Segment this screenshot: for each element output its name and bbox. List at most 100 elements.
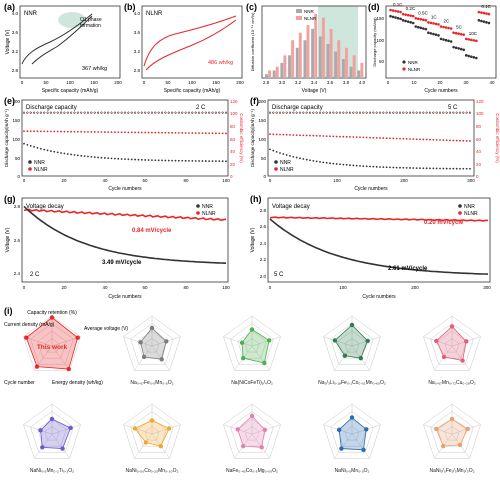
point-nlnr-capacity	[130, 131, 133, 134]
radar-point	[262, 360, 267, 366]
point-nlnr-capacity	[322, 135, 325, 137]
radar-spoke	[123, 424, 153, 435]
point-nnr-ce	[445, 111, 448, 114]
point-nnr-capacity	[97, 156, 99, 159]
point-nnr	[422, 27, 425, 30]
point-nnr-capacity	[26, 143, 29, 146]
point-nnr-capacity	[66, 153, 69, 155]
radar-point	[249, 327, 255, 332]
point-nnr-capacity	[419, 167, 421, 170]
radar-point	[164, 339, 169, 344]
point-nnr-capacity	[39, 147, 42, 150]
point-nlnr-capacity	[211, 132, 214, 135]
panel-h-series	[269, 216, 489, 275]
point-nnr-capacity	[211, 160, 214, 163]
panel-f-ylabel: Discharge capacity(mAh g⁻¹)	[250, 109, 255, 167]
point-nnr-ce	[408, 111, 412, 114]
point-nlnr-capacity	[392, 137, 395, 140]
point-nnr-capacity	[110, 157, 113, 160]
panel-c-legend: NNR NLNR	[296, 9, 317, 21]
panel-d-points	[389, 8, 491, 60]
point-nnr-capacity	[385, 166, 388, 169]
radar-point	[132, 426, 138, 431]
point-nlnr	[432, 22, 435, 25]
radar-point	[262, 427, 268, 433]
point-nlnr-capacity	[184, 132, 187, 134]
point-nlnr-capacity	[60, 130, 62, 133]
radar-grid-ring	[337, 330, 367, 359]
axis-current-density: Current density (mA/g)	[4, 322, 55, 328]
radar-point	[365, 338, 370, 344]
axis-average-voltage: Average voltage (V)	[84, 326, 128, 332]
xtick: 20	[61, 178, 67, 183]
point-nlnr-capacity	[395, 137, 398, 140]
radar-grid-ring	[237, 330, 267, 359]
radar-area	[338, 416, 367, 451]
radar-point	[239, 340, 245, 345]
radar-grid-ring	[223, 315, 281, 371]
point-nnr-capacity	[445, 167, 448, 170]
point-nnr-ce	[43, 111, 46, 114]
xtick: 2.8	[263, 80, 270, 85]
panel-b-axes	[141, 5, 243, 79]
point-nnr-capacity	[332, 162, 335, 165]
point-nlnr-capacity	[171, 131, 174, 134]
point-nnr-ce	[428, 111, 432, 114]
panel-e-axes	[21, 99, 229, 177]
point-nnr-capacity	[93, 156, 96, 159]
panel-b-xlabel: Specific capacity (mAh/g)	[164, 88, 221, 94]
point-nnr-capacity	[134, 158, 137, 161]
point-nnr-ce	[214, 111, 217, 114]
point-nlnr	[485, 12, 488, 15]
point-nlnr	[401, 12, 405, 16]
bar-nlnr	[345, 47, 348, 78]
rtick: 40	[230, 149, 236, 154]
panel-g-xticks: 0 20 40 60 80 100	[23, 285, 231, 290]
panel-f-yticks: 200 150 100 50 0	[258, 99, 266, 179]
radar-point	[49, 315, 55, 320]
point-nnr-capacity	[151, 159, 153, 162]
xtick: 40	[102, 178, 108, 183]
point-nnr-capacity	[392, 166, 395, 169]
panel-c-xticks: 2.8 3.0 3.2 3.4 3.6 3.8 4.0	[263, 80, 366, 85]
point-nnr-capacity	[191, 160, 194, 162]
point-nnr-capacity	[372, 165, 375, 168]
point-nnr-ce	[36, 111, 39, 114]
point-nlnr	[452, 31, 455, 35]
radar-area	[237, 415, 266, 448]
radar-point	[266, 338, 272, 343]
point-nnr	[462, 48, 466, 52]
radar-grid-ring	[223, 403, 281, 459]
xtick: 20	[61, 285, 67, 290]
radar-point	[158, 443, 164, 449]
bar-nnr	[318, 36, 322, 78]
radar-grid-ring	[44, 338, 60, 353]
point-nnr-ce	[218, 111, 221, 114]
panel-e-rate: 2 C	[196, 105, 206, 111]
point-nnr-ce	[157, 111, 160, 114]
bar-nnr	[341, 59, 345, 78]
legend-nnr-marker	[402, 60, 406, 64]
radar-area	[25, 316, 79, 370]
point-nnr-ce	[295, 111, 298, 114]
bar-nlnr	[275, 66, 279, 78]
panel-b-xticks: 0 50 100 150 200	[143, 80, 245, 85]
point-nnr-ce	[372, 111, 375, 114]
panel-g-nnr-decay: 3.49 mV/cycle	[102, 260, 142, 266]
point-nnr-capacity	[435, 167, 438, 170]
point-nlnr	[406, 13, 410, 17]
radar-grid-ring	[444, 426, 460, 441]
radar-grid-ring	[44, 426, 60, 441]
point-nnr-capacity	[83, 155, 86, 158]
point-nlnr-capacity	[312, 134, 315, 137]
point-nnr-capacity	[309, 159, 311, 162]
point-nnr-ce	[53, 111, 56, 114]
point-nnr-capacity	[349, 164, 351, 167]
point-nnr	[457, 47, 460, 50]
point-nlnr-capacity	[339, 135, 341, 138]
point-nnr-capacity	[120, 158, 123, 160]
point-nnr-capacity	[137, 158, 140, 161]
point-nnr-ce	[177, 111, 180, 114]
point-nnr	[427, 31, 430, 35]
point-nlnr-capacity	[429, 138, 431, 141]
